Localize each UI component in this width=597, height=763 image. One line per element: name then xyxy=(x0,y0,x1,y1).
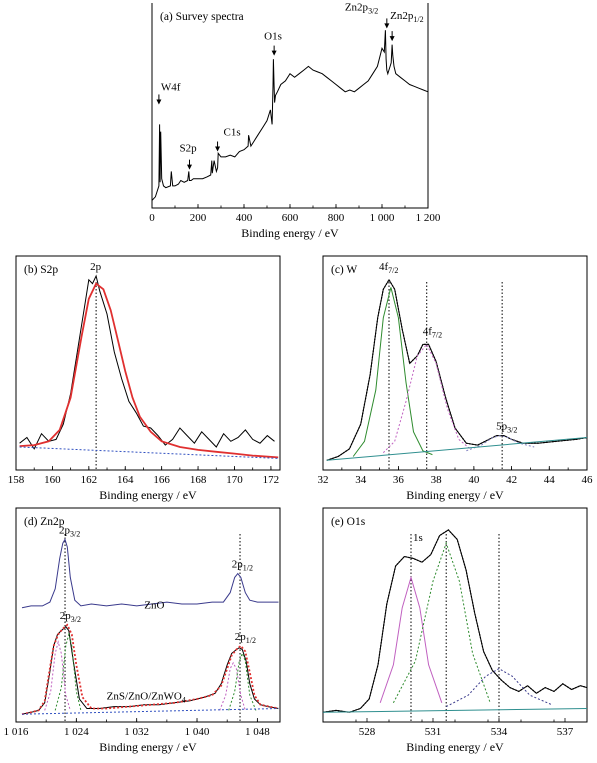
x-tick-label: 400 xyxy=(236,212,253,224)
x-tick-label: 1 016 xyxy=(4,726,29,738)
x-tick-label: 38 xyxy=(431,474,443,486)
series-line-2 xyxy=(19,446,279,459)
x-tick-label: 164 xyxy=(117,474,134,486)
x-axis-label: Binding energy / eV xyxy=(241,226,339,240)
x-axis-label: Binding energy / eV xyxy=(406,488,504,502)
x-axis-label: Binding energy / eV xyxy=(406,740,504,754)
peak-annotation: 5p3/2 xyxy=(496,421,517,435)
panel-title: (b) S2p xyxy=(24,264,58,276)
series-line-2 xyxy=(392,541,491,704)
x-tick-label: 1 200 xyxy=(416,212,441,224)
peak-annotation: 2p1/2 xyxy=(232,559,253,573)
arrow-head-icon xyxy=(215,146,221,152)
series-line-4 xyxy=(322,708,588,713)
x-axis-label: Binding energy / eV xyxy=(99,488,197,502)
fit-envelope xyxy=(326,278,588,461)
x-tick-label: 46 xyxy=(582,474,594,486)
x-tick-label: 158 xyxy=(8,474,25,486)
x-tick-label: 172 xyxy=(263,474,280,486)
x-tick-label: 34 xyxy=(355,474,367,486)
x-tick-label: 600 xyxy=(282,212,299,224)
series-line-0 xyxy=(151,30,429,201)
panel-a: 0 200 400 600 800 1 000 1 200 Binding energy / … xyxy=(149,1,441,240)
peak-annotation: 4f7/2 xyxy=(379,261,398,275)
peak-annotation: 2p xyxy=(90,261,102,273)
series-line-1 xyxy=(21,626,279,715)
peak-annotation: O1s xyxy=(264,31,282,43)
series-line-2 xyxy=(382,343,471,454)
x-tick-label: 32 xyxy=(318,474,329,486)
panel-title: (c) W xyxy=(331,264,357,276)
series-line-4 xyxy=(326,437,588,461)
series-line-1 xyxy=(352,287,433,457)
arrow-head-icon xyxy=(156,99,162,105)
series-line-0 xyxy=(322,529,588,713)
axis-frame xyxy=(151,3,429,209)
x-tick-label: 1 048 xyxy=(245,726,270,738)
x-tick-label: 537 xyxy=(557,726,574,738)
series-line-0 xyxy=(19,274,275,450)
x-tick-label: 42 xyxy=(506,474,517,486)
x-tick-label: 1 000 xyxy=(370,212,395,224)
panel-title: (d) Zn2p xyxy=(24,516,65,528)
x-tick-label: 0 xyxy=(149,212,155,224)
series-line-3 xyxy=(44,640,71,711)
x-tick-label: 531 xyxy=(425,726,442,738)
x-tick-label: 800 xyxy=(328,212,345,224)
arrow-head-icon xyxy=(389,36,395,42)
panel-b: 158 160 162 164 166 168 170 172 Binding energy /… xyxy=(8,255,281,502)
peak-annotation: 2p3/2 xyxy=(59,524,80,538)
peak-annotation: ZnO xyxy=(144,599,164,611)
x-tick-label: 534 xyxy=(491,726,508,738)
panel-c: 32 34 36 38 40 42 44 46 Binding energy / eV (c) W… xyxy=(318,255,594,502)
series-line-0 xyxy=(21,538,279,609)
panel-e: 528 531 534 537 Binding energy / eV (e) O1s 1s xyxy=(322,507,588,754)
axis-frame xyxy=(15,255,281,471)
peak-annotation: Zn2p1/2 xyxy=(390,10,423,24)
peak-annotation: Zn2p3/2 xyxy=(345,1,378,15)
peak-annotation: W4f xyxy=(161,81,181,93)
axis-frame xyxy=(15,507,281,723)
panel-title: (a) Survey spectra xyxy=(160,11,244,23)
x-axis-label: Binding energy / eV xyxy=(99,740,197,754)
series-line-7 xyxy=(21,708,279,715)
x-tick-label: 1 040 xyxy=(185,726,210,738)
x-tick-label: 528 xyxy=(359,726,376,738)
series-line-2 xyxy=(21,623,279,716)
x-tick-label: 44 xyxy=(544,474,556,486)
x-tick-label: 168 xyxy=(190,474,207,486)
panel-d: 1 016 1 024 1 032 1 040 1 048 Binding energy … xyxy=(4,507,281,754)
x-tick-label: 200 xyxy=(190,212,207,224)
peak-annotation: 2p1/2 xyxy=(235,631,256,645)
series-line-5 xyxy=(219,661,246,711)
peak-annotation: S2p xyxy=(179,143,197,155)
peak-annotation: 2p3/2 xyxy=(60,610,81,624)
axis-frame xyxy=(322,255,588,471)
x-tick-label: 1 024 xyxy=(64,726,89,738)
arrow-head-icon xyxy=(186,164,192,170)
series-line-1 xyxy=(19,282,279,459)
x-tick-label: 160 xyxy=(44,474,61,486)
x-tick-label: 166 xyxy=(153,474,170,486)
peak-annotation: C1s xyxy=(224,127,241,139)
peak-annotation: ZnS/ZnO/ZnWO4 xyxy=(107,691,186,705)
axis-frame xyxy=(322,507,588,723)
series-line-4 xyxy=(54,632,82,711)
peak-annotation: 1s xyxy=(413,532,423,544)
x-tick-label: 1 032 xyxy=(124,726,149,738)
series-line-6 xyxy=(228,652,257,711)
series-line-1 xyxy=(379,575,443,703)
x-tick-label: 170 xyxy=(226,474,243,486)
arrow-head-icon xyxy=(384,23,390,29)
panel-title: (e) O1s xyxy=(331,516,366,528)
x-tick-label: 40 xyxy=(468,474,480,486)
fit-envelope xyxy=(322,529,588,713)
x-tick-label: 162 xyxy=(81,474,98,486)
series-line-3 xyxy=(445,668,552,708)
x-tick-label: 36 xyxy=(393,474,405,486)
peak-annotation: 4f7/2 xyxy=(423,326,442,340)
arrow-head-icon xyxy=(271,50,277,56)
